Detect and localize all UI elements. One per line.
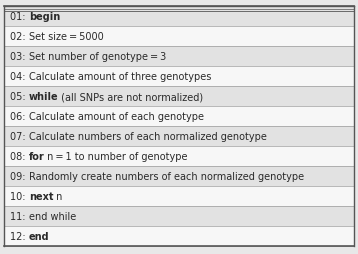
Bar	[4, 186, 354, 206]
Bar	[4, 146, 354, 166]
Text: end: end	[29, 231, 49, 241]
Text: while: while	[29, 92, 58, 102]
Bar	[4, 67, 354, 87]
Bar	[4, 27, 354, 47]
Text: begin: begin	[29, 12, 60, 22]
Text: Set number of genotype = 3: Set number of genotype = 3	[29, 52, 166, 62]
Text: Calculate amount of each genotype: Calculate amount of each genotype	[29, 112, 204, 121]
Text: Calculate numbers of each normalized genotype: Calculate numbers of each normalized gen…	[29, 132, 267, 141]
Bar	[4, 206, 354, 226]
Text: 07:: 07:	[10, 132, 29, 141]
Text: Set size = 5000: Set size = 5000	[29, 32, 103, 42]
Text: for: for	[29, 151, 44, 161]
Bar	[4, 87, 354, 107]
Text: Randomly create numbers of each normalized genotype: Randomly create numbers of each normaliz…	[29, 171, 304, 181]
Bar	[4, 107, 354, 126]
Text: 11:: 11:	[10, 211, 29, 221]
Text: end while: end while	[29, 211, 76, 221]
Text: n = 1 to number of genotype: n = 1 to number of genotype	[44, 151, 188, 161]
Text: 03:: 03:	[10, 52, 29, 62]
Text: 01:: 01:	[10, 12, 29, 22]
Bar	[4, 47, 354, 67]
Text: 10:: 10:	[10, 191, 29, 201]
Text: (all SNPs are not normalized): (all SNPs are not normalized)	[58, 92, 203, 102]
Text: 04:: 04:	[10, 72, 29, 82]
Text: 05:: 05:	[10, 92, 29, 102]
Text: 09:: 09:	[10, 171, 29, 181]
Bar	[4, 126, 354, 146]
Text: n: n	[53, 191, 63, 201]
Bar	[4, 7, 354, 27]
Text: 02:: 02:	[10, 32, 29, 42]
Bar	[4, 166, 354, 186]
Bar	[4, 226, 354, 246]
Text: Calculate amount of three genotypes: Calculate amount of three genotypes	[29, 72, 211, 82]
Text: 12:: 12:	[10, 231, 29, 241]
Text: 08:: 08:	[10, 151, 29, 161]
Text: 06:: 06:	[10, 112, 29, 121]
Text: next: next	[29, 191, 53, 201]
